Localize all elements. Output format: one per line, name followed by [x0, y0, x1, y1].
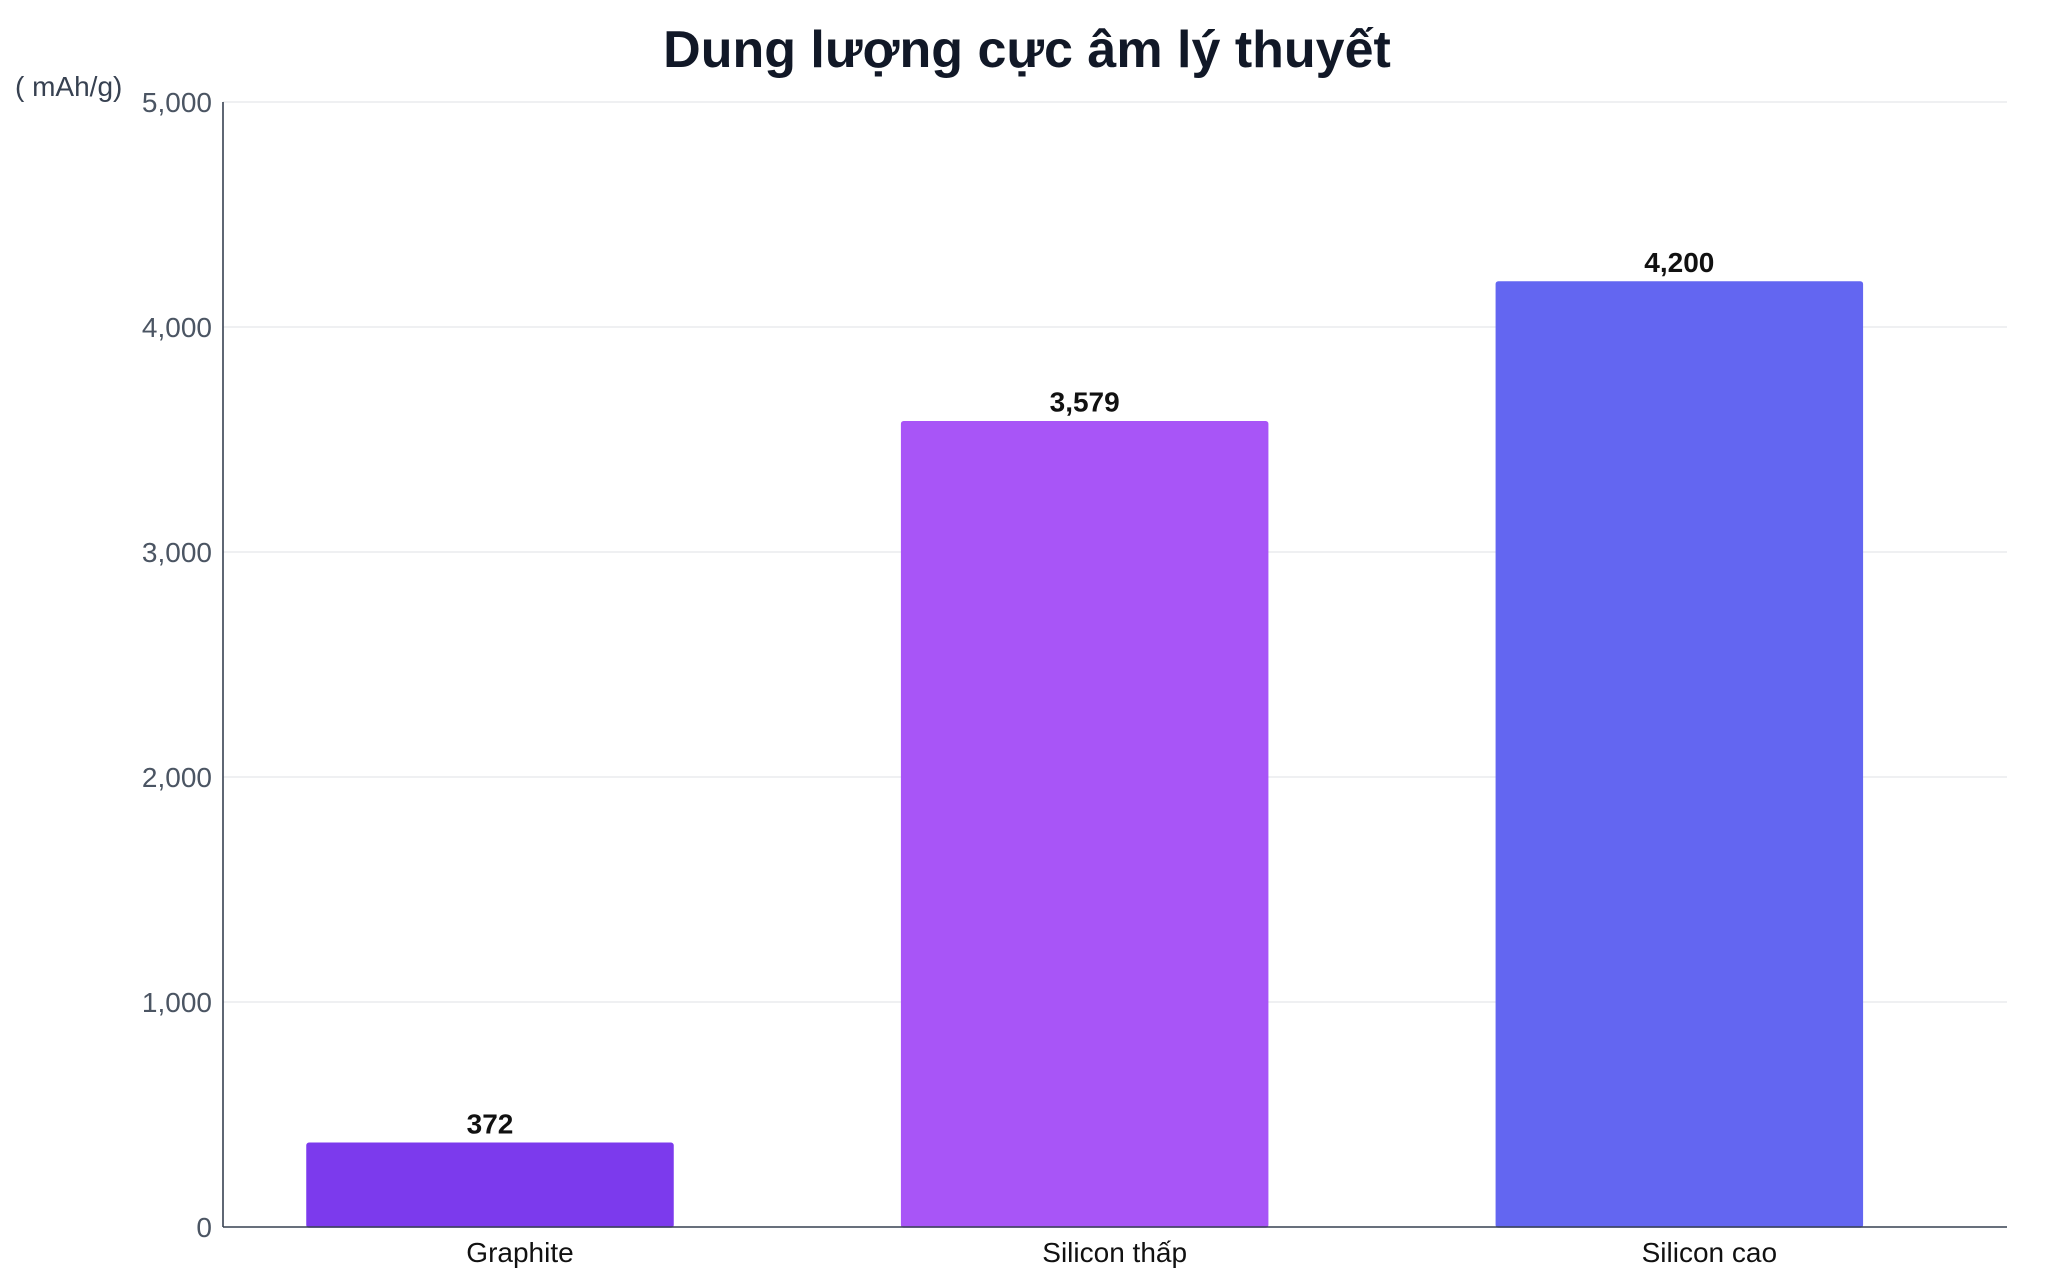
x-tick-label: Silicon cao — [1642, 1237, 1777, 1268]
chart-title: Dung lượng cực âm lý thuyết — [663, 21, 1391, 79]
y-tick-label: 1,000 — [142, 987, 212, 1018]
bar — [306, 1142, 674, 1228]
y-axis-ticks: 0 1,000 2,000 3,000 4,000 5,000 — [142, 87, 212, 1243]
x-tick-label: Graphite — [466, 1237, 573, 1268]
y-tick-label: 4,000 — [142, 312, 212, 343]
x-tick-label: Silicon thấp — [1042, 1237, 1187, 1268]
bar — [900, 420, 1269, 1228]
x-axis-ticks: Graphite Silicon thấp Silicon cao — [466, 1237, 1777, 1268]
y-tick-label: 0 — [196, 1212, 212, 1243]
bar — [1495, 281, 1864, 1228]
y-tick-label: 2,000 — [142, 762, 212, 793]
data-labels: 372 3,579 4,200 — [467, 247, 1715, 1139]
y-tick-label: 3,000 — [142, 537, 212, 568]
bars — [306, 281, 1864, 1228]
bar-value-label: 4,200 — [1644, 247, 1714, 278]
y-tick-label: 5,000 — [142, 87, 212, 118]
y-unit-label: ( mAh/g) — [15, 71, 122, 102]
bar-value-label: 3,579 — [1050, 387, 1120, 418]
bar-value-label: 372 — [467, 1108, 514, 1139]
